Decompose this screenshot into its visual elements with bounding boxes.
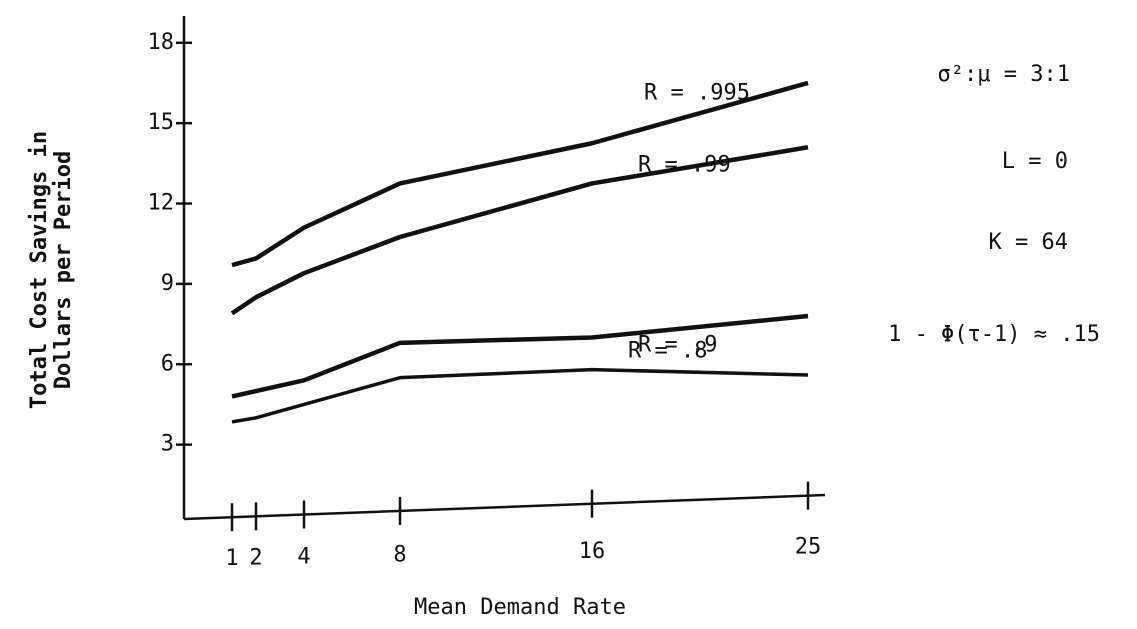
series-label: R = .8 (628, 339, 707, 364)
annotation: 1 - Φ(τ-1) ≈ .15 (888, 322, 1100, 347)
series-line (231, 367, 809, 424)
y-tick-label: 15 (148, 110, 175, 135)
x-axis-label: Mean Demand Rate (414, 595, 626, 620)
x-tick-label: 8 (393, 543, 406, 568)
series-label: R = .995 (644, 80, 750, 105)
series-line (230, 145, 809, 316)
y-tick-label: 3 (161, 432, 174, 457)
annotation: L = 0 (1002, 149, 1068, 174)
annotation: K = 64 (989, 230, 1068, 255)
series-label: R = .99 (638, 152, 731, 177)
x-tick-label: 25 (795, 535, 822, 560)
annotation: σ²:μ = 3:1 (938, 62, 1070, 87)
x-tick-label: 1 (225, 546, 238, 571)
series-line (231, 313, 809, 399)
x-tick-label: 4 (297, 545, 310, 570)
series-line (231, 80, 809, 268)
y-axis-label: Total Cost Savings in Dollars per Period (27, 131, 76, 409)
x-tick-label: 2 (249, 546, 262, 571)
x-axis (183, 493, 826, 521)
y-tick-label: 18 (148, 30, 175, 55)
x-tick-label: 16 (579, 539, 606, 564)
series-label: R = .9 (638, 332, 717, 357)
y-axis-label-line: Total Cost Savings in (27, 131, 52, 409)
y-tick-label: 12 (148, 191, 175, 216)
y-tick-label: 6 (161, 351, 174, 376)
y-axis-label-line: Dollars per Period (51, 151, 76, 389)
y-tick-label: 9 (161, 271, 174, 296)
